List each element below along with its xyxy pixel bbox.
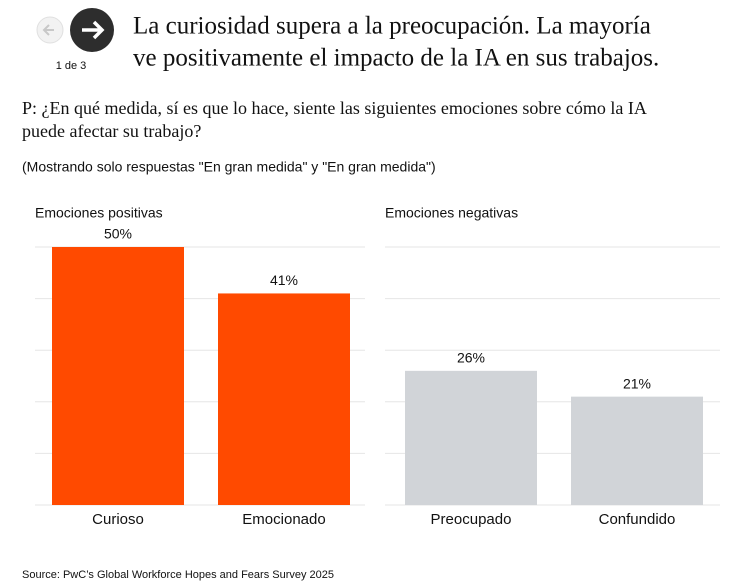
value-label: 21% bbox=[623, 375, 651, 391]
value-label: 41% bbox=[270, 272, 298, 288]
category-label: Preocupado bbox=[431, 511, 512, 528]
bar bbox=[571, 396, 703, 505]
source: Source: PwC’s Global Workforce Hopes and… bbox=[22, 569, 334, 581]
question: puede afectar su trabajo? bbox=[22, 121, 201, 141]
title: ve positivamente el impacto de la IA en … bbox=[133, 45, 659, 72]
bar bbox=[405, 370, 537, 505]
page-indicator: 1 de 3 bbox=[56, 60, 87, 72]
panel-title: Emociones positivas bbox=[35, 205, 163, 221]
category-label: Confundido bbox=[599, 511, 676, 528]
bar bbox=[52, 247, 184, 505]
next-arrow bbox=[82, 20, 105, 40]
back-arrow bbox=[42, 24, 54, 36]
panel-title: Emociones negativas bbox=[385, 205, 518, 221]
bar bbox=[218, 293, 350, 505]
question: P: ¿En qué medida, sí es que lo hace, si… bbox=[22, 98, 647, 118]
category-label: Emocionado bbox=[242, 511, 325, 528]
title: La curiosidad supera a la preocupación. … bbox=[133, 13, 651, 40]
value-label: 26% bbox=[457, 350, 485, 366]
note: (Mostrando solo respuestas "En gran medi… bbox=[22, 159, 436, 175]
category-label: Curioso bbox=[92, 511, 144, 528]
value-label: 50% bbox=[104, 226, 132, 242]
